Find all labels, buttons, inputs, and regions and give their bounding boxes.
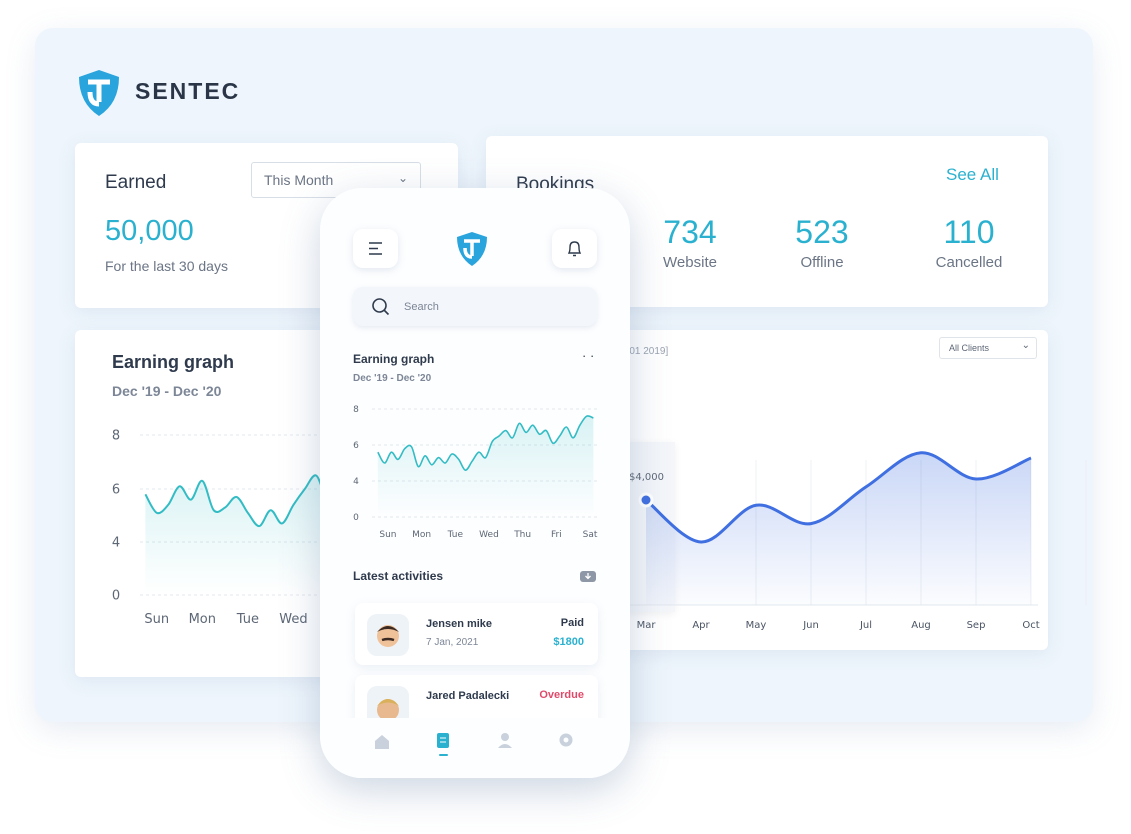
clients-text: All Clients [949, 343, 990, 353]
area [646, 452, 1031, 605]
phone: Search Earning graph · · Dec '19 - Dec '… [320, 188, 630, 778]
activity-date: 7 Jan, 2021 [426, 637, 479, 648]
activity-status: Overdue [539, 689, 584, 701]
graph-subtitle: Dec '19 - Dec '20 [112, 383, 222, 399]
y-tick-label: 8 [353, 405, 359, 415]
x-tick-label: Tue [236, 612, 259, 627]
x-tick-label: Thu [513, 530, 531, 540]
y-tick-label: 0 [353, 513, 359, 523]
x-tick-label: Aug [911, 620, 931, 631]
more-dots[interactable]: · · [582, 348, 595, 363]
x-tick-label: Sep [967, 620, 986, 631]
see-all[interactable]: See All [946, 165, 999, 184]
menu-button[interactable] [353, 229, 398, 268]
y-tick-label: 0 [112, 589, 120, 604]
area [377, 415, 594, 517]
line [377, 415, 594, 471]
x-tick-label: Mon [412, 530, 431, 540]
x-tick-label: Jul [859, 620, 872, 631]
activity-name: Jensen mike [426, 618, 493, 630]
period-text: This Month [264, 172, 334, 188]
activities-title: Latest activities [353, 569, 444, 583]
brand: SENTEC [135, 78, 241, 104]
earned-note: For the last 30 days [105, 258, 228, 274]
x-tick-label: Apr [692, 620, 710, 631]
x-tick-label: Wed [279, 612, 307, 627]
stat-value: 734 [663, 214, 717, 250]
x-tick-label: Mar [637, 620, 657, 631]
y-tick-label: 6 [112, 483, 120, 498]
line [144, 474, 340, 528]
bell-button[interactable] [552, 229, 597, 268]
logo [79, 70, 119, 116]
y-tick-label: 6 [353, 441, 359, 451]
stat-label: Offline [800, 254, 844, 271]
chevron: ⌄ [1021, 340, 1030, 351]
activity-name: Jared Padalecki [426, 690, 510, 702]
x-tick-label: Oct [1022, 620, 1039, 631]
phone-logo [457, 232, 487, 266]
y-tick-label: 8 [112, 429, 120, 444]
search-placeholder: Search [404, 301, 439, 313]
x-tick-label: Sun [144, 612, 169, 627]
earned-value: 50,000 [105, 215, 194, 247]
search-bar[interactable]: Search [353, 287, 597, 326]
download-icon[interactable] [579, 569, 597, 583]
clients-dropdown[interactable]: All Clients ⌄ [939, 337, 1037, 359]
x-tick-label: Tue [447, 530, 464, 540]
phone-graph-subtitle: Dec '19 - Dec '20 [353, 373, 432, 384]
x-tick-label: Jun [802, 620, 819, 631]
y-tick-label: 4 [353, 477, 359, 487]
stat-label: Website [663, 254, 717, 271]
stat-value: 110 [943, 214, 995, 250]
phone-chart: 0 4 6 8 Sun Mon Tue Wed Thu Fri Sat [353, 405, 598, 540]
activity-status: Paid [560, 617, 584, 629]
x-tick-label: Sat [583, 530, 598, 540]
stat-value: 523 [795, 214, 849, 250]
earned-title: Earned [105, 172, 167, 193]
chevron: ⌄ [397, 171, 408, 185]
line [645, 451, 1032, 544]
x-tick-label: Sun [379, 530, 396, 540]
activity-item[interactable]: Jensen mike 7 Jan, 2021 Paid $1800 [355, 603, 598, 665]
activity-amount: $1800 [553, 636, 584, 648]
x-tick-label: Mon [189, 612, 216, 627]
phone-graph-title: Earning graph [353, 352, 435, 366]
x-tick-label: Wed [479, 530, 499, 540]
highlight-point [638, 492, 654, 508]
revenue-range: n 01 2019] [621, 346, 669, 357]
bottom-nav [320, 718, 630, 778]
tooltip-label: $4,000 [629, 472, 664, 483]
stat-label: Cancelled [935, 254, 1003, 271]
x-tick-label: Fri [551, 530, 562, 540]
y-tick-label: 4 [112, 536, 120, 551]
graph-title: Earning graph [112, 352, 235, 372]
area [145, 475, 339, 595]
x-tick-label: May [746, 620, 767, 631]
